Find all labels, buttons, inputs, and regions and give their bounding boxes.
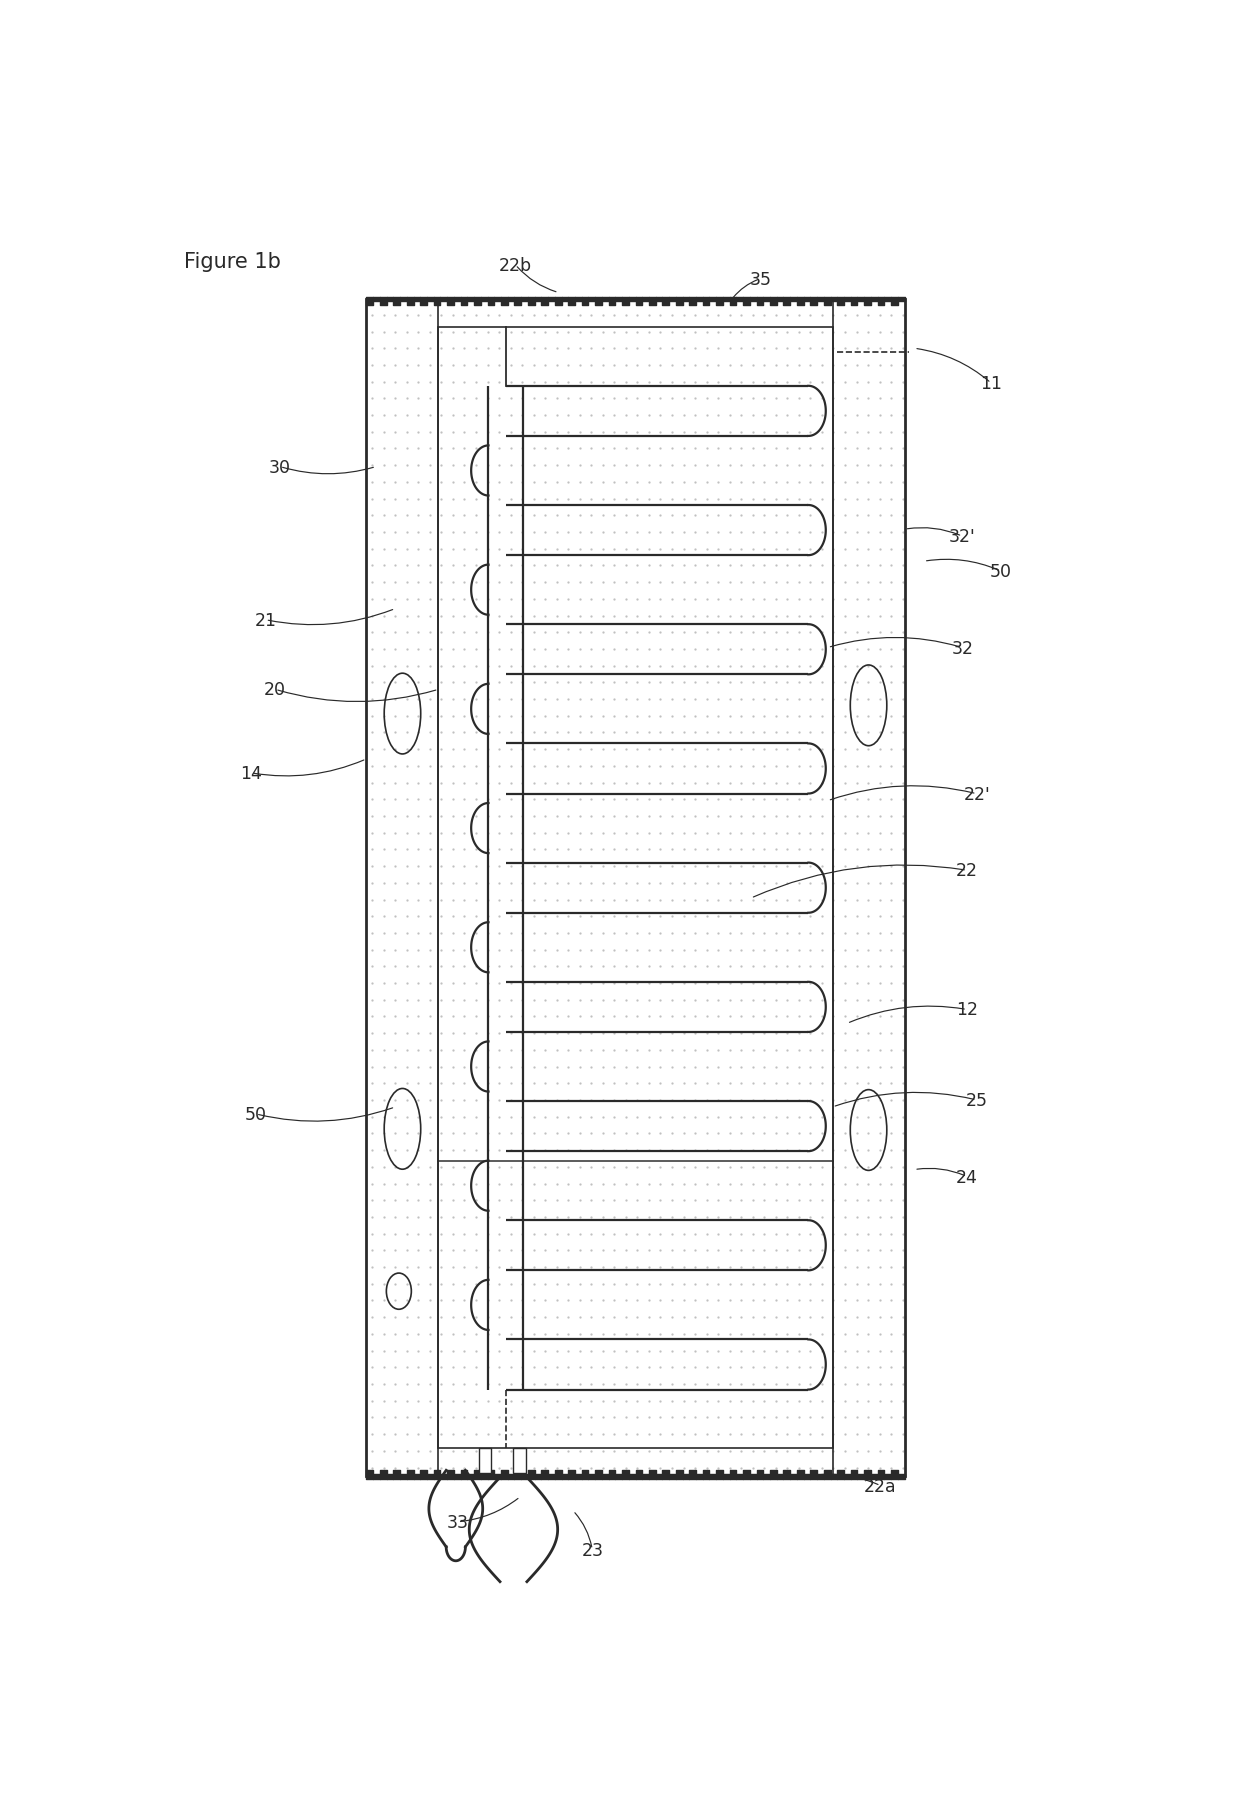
Bar <box>513 1447 526 1473</box>
Text: Figure 1b: Figure 1b <box>184 251 280 271</box>
Text: 22': 22' <box>963 786 990 804</box>
Bar <box>439 329 832 1447</box>
Text: 11: 11 <box>980 374 1002 392</box>
Text: 30: 30 <box>269 459 291 477</box>
Text: 32: 32 <box>951 640 973 658</box>
Text: 14: 14 <box>241 764 262 782</box>
Text: 21: 21 <box>254 611 277 629</box>
Text: 22b: 22b <box>498 257 532 275</box>
Text: 25: 25 <box>966 1091 987 1109</box>
Bar <box>479 1447 491 1473</box>
Text: 35: 35 <box>749 271 771 289</box>
Text: 50: 50 <box>246 1106 267 1124</box>
Text: 12: 12 <box>956 1001 978 1019</box>
Text: 24: 24 <box>956 1167 978 1185</box>
Bar <box>367 300 905 1476</box>
Text: 32': 32' <box>949 528 976 546</box>
Text: 33: 33 <box>446 1512 469 1531</box>
Text: 20: 20 <box>264 681 286 699</box>
Text: 22a: 22a <box>864 1476 897 1494</box>
Text: 50: 50 <box>990 562 1012 580</box>
Text: 23: 23 <box>582 1541 603 1559</box>
Text: 22: 22 <box>956 862 978 880</box>
